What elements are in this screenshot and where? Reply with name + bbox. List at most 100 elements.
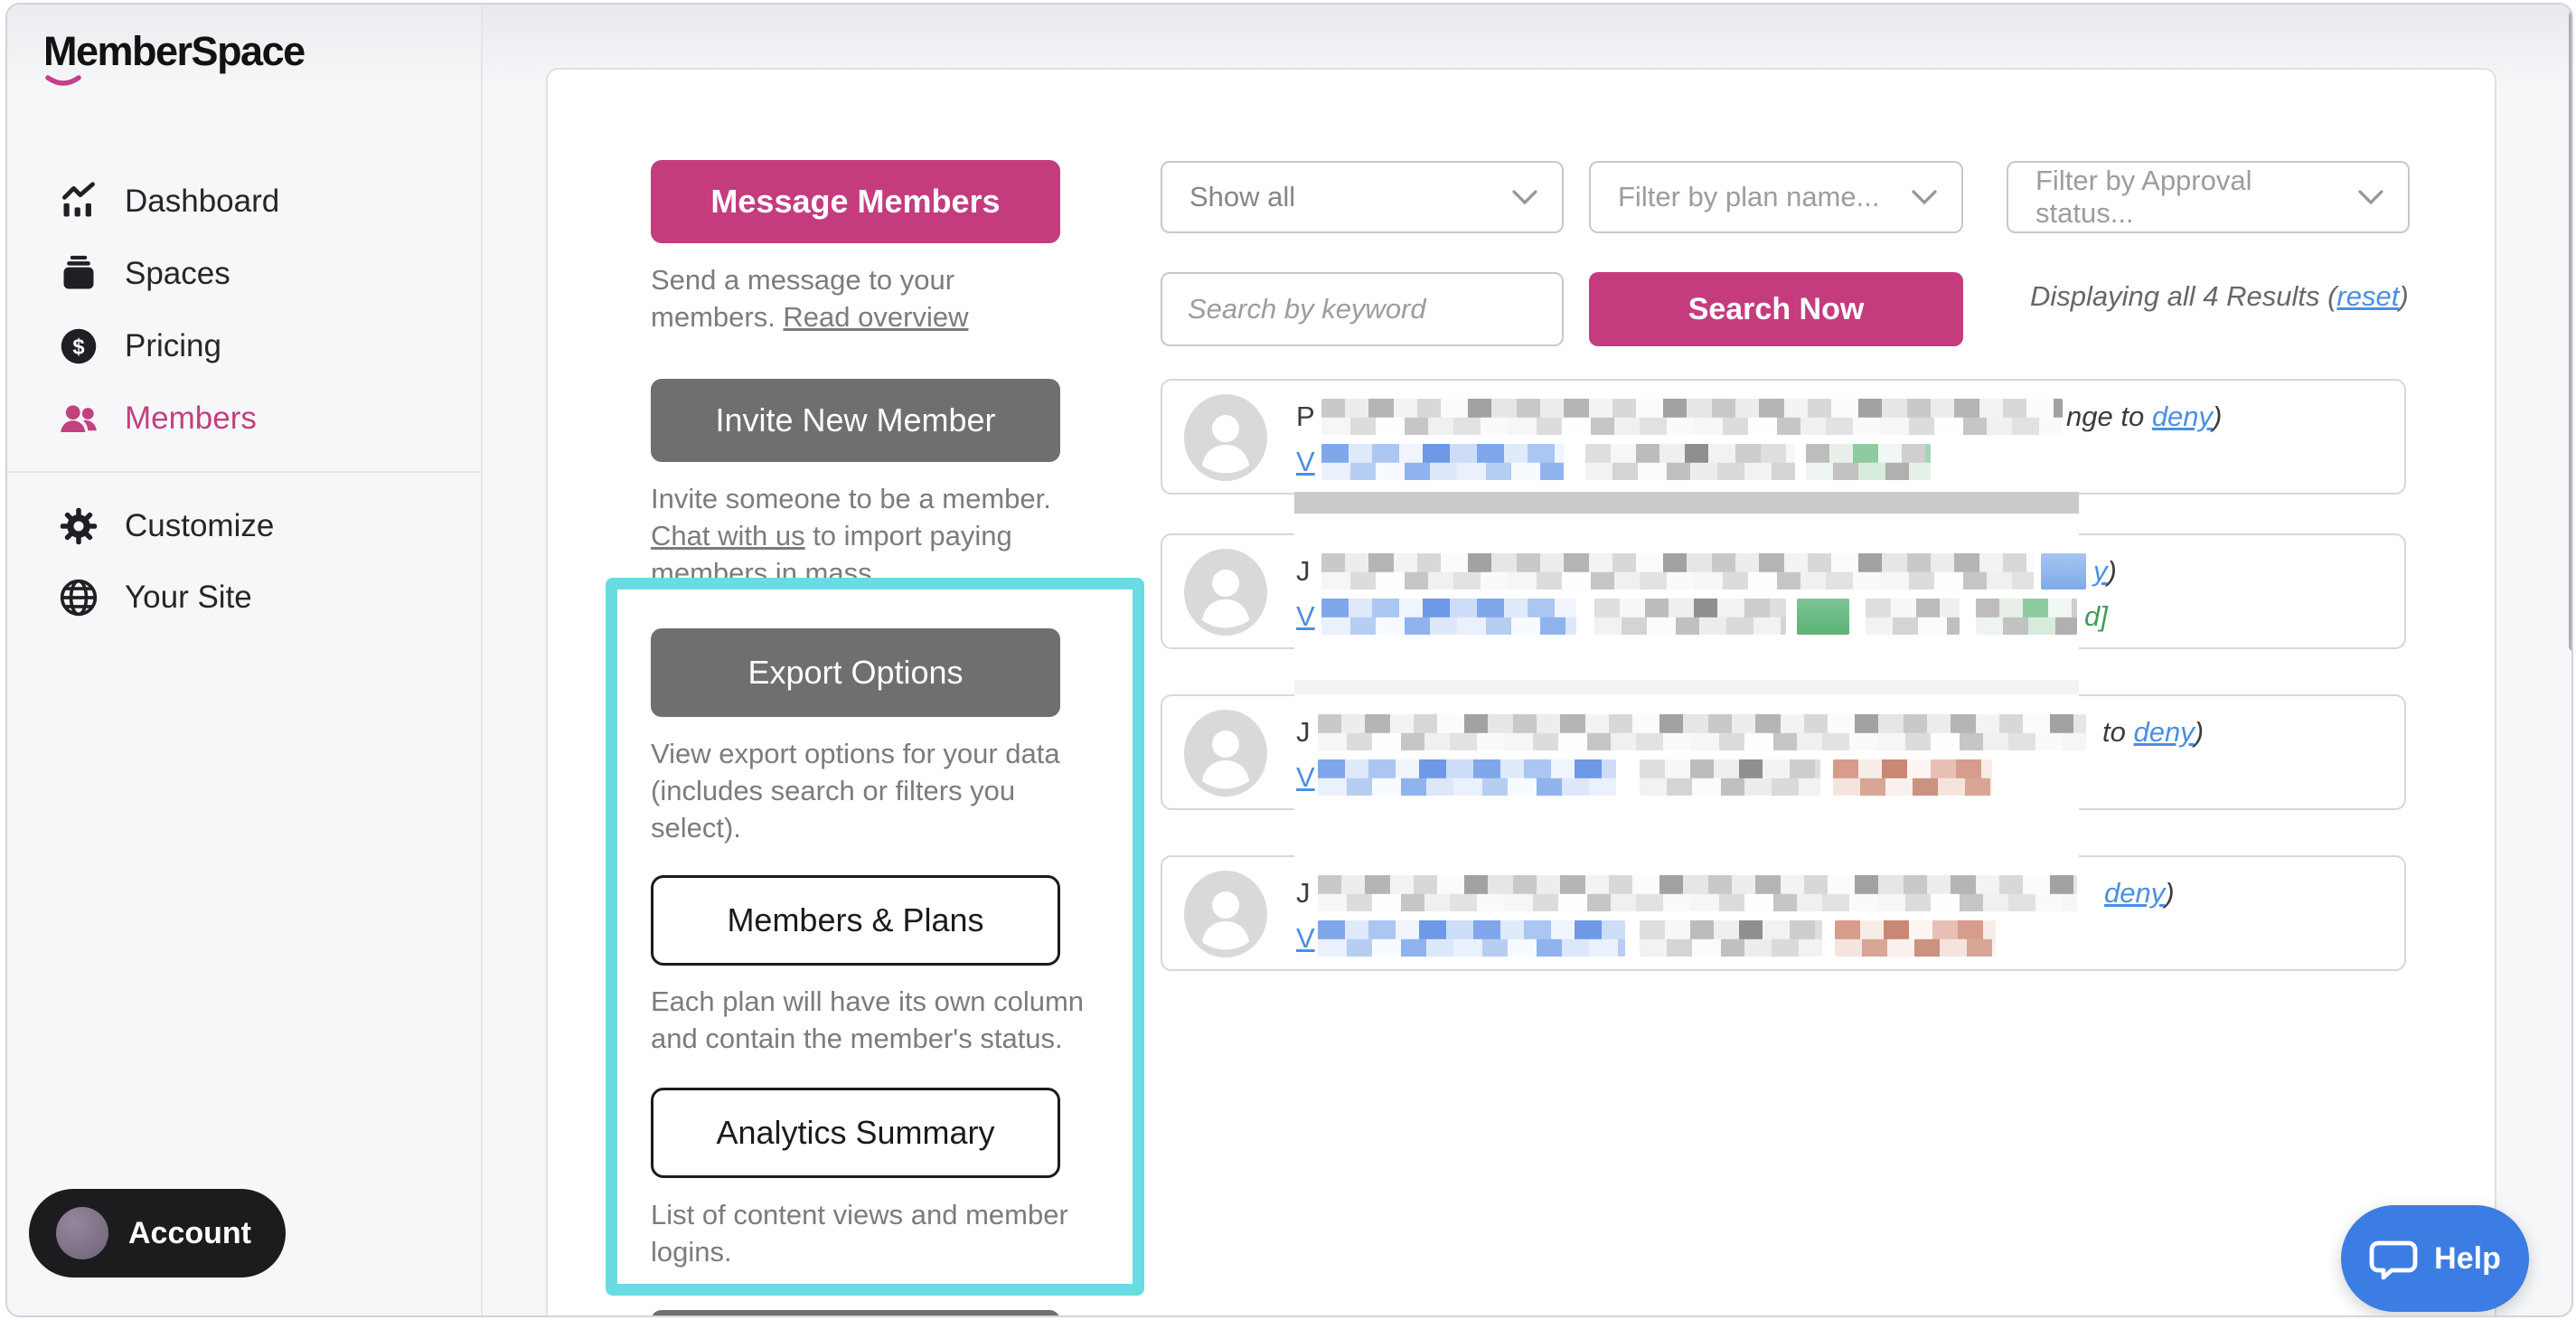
plan-filter-placeholder: Filter by plan name... bbox=[1618, 181, 1880, 212]
members-plans-caption: Each plan will have its own column and c… bbox=[651, 983, 1121, 1057]
sidebar-item-label: Your Site bbox=[125, 580, 252, 615]
deny-link[interactable]: deny bbox=[2133, 716, 2195, 748]
pricing-icon: $ bbox=[58, 325, 99, 367]
caption-line: members. bbox=[651, 301, 784, 333]
member-line-2: V d] bbox=[1162, 597, 2404, 636]
approval-note: deny) bbox=[2104, 873, 2175, 913]
caption-line: Each plan will have its own column bbox=[651, 985, 1085, 1017]
deny-link[interactable]: y bbox=[2093, 555, 2108, 587]
member-line-1: J to deny) bbox=[1162, 712, 2404, 752]
logo: MemberSpace bbox=[43, 28, 306, 74]
sidebar-item-your-site[interactable]: Your Site bbox=[58, 569, 252, 627]
logo-smile-icon bbox=[45, 75, 81, 86]
plan-filter-dropdown[interactable]: Filter by plan name... bbox=[1589, 161, 1963, 233]
redaction-overlay bbox=[1294, 490, 2079, 859]
results-text: ) bbox=[2399, 280, 2409, 312]
redacted-text bbox=[1318, 920, 1625, 957]
note-text: ) bbox=[2194, 716, 2205, 748]
member-link-initial[interactable]: V bbox=[1296, 761, 1315, 793]
redacted-text bbox=[1866, 599, 1960, 635]
caption-line: List of content views and member bbox=[651, 1199, 1068, 1230]
sidebar-item-pricing[interactable]: $ Pricing bbox=[58, 317, 221, 375]
sidebar-item-customize[interactable]: Customize bbox=[58, 497, 274, 555]
sidebar-item-label: Customize bbox=[125, 508, 275, 543]
show-all-dropdown[interactable]: Show all bbox=[1161, 161, 1564, 233]
approval-filter-placeholder: Filter by Approval status... bbox=[2035, 165, 2252, 229]
sidebar: MemberSpace Dashboard Spaces bbox=[7, 5, 483, 1315]
member-initial: J bbox=[1296, 716, 1311, 748]
chevron-down-icon bbox=[1912, 190, 1937, 205]
reset-link[interactable]: reset bbox=[2336, 280, 2400, 312]
member-line-2: V bbox=[1162, 919, 2404, 958]
redaction-bar bbox=[1294, 680, 2079, 694]
approval-filter-dropdown[interactable]: Filter by Approval status... bbox=[2007, 161, 2410, 233]
analytics-summary-button[interactable]: Analytics Summary bbox=[651, 1088, 1060, 1178]
invite-new-member-label: Invite New Member bbox=[715, 401, 996, 438]
member-row: P nge to deny) V bbox=[1161, 379, 2406, 495]
redacted-text bbox=[2041, 553, 2086, 589]
note-text: nge to bbox=[2066, 401, 2152, 432]
member-initial: J bbox=[1296, 555, 1311, 587]
sidebar-item-dashboard[interactable]: Dashboard bbox=[58, 173, 279, 231]
note-text: ) bbox=[2107, 555, 2117, 587]
members-icon bbox=[58, 398, 99, 439]
caption-line: logins. bbox=[651, 1236, 732, 1268]
sidebar-item-spaces[interactable]: Spaces bbox=[58, 245, 230, 303]
member-initial: J bbox=[1296, 877, 1311, 909]
note-text: ) bbox=[2213, 401, 2223, 432]
sidebar-item-members[interactable]: Members bbox=[58, 390, 257, 448]
app-window: MemberSpace Dashboard Spaces bbox=[5, 3, 2573, 1317]
dashboard-icon bbox=[58, 181, 99, 222]
account-button[interactable]: Account bbox=[29, 1189, 286, 1278]
export-options-label: Export Options bbox=[747, 654, 964, 691]
member-link-initial[interactable]: V bbox=[1296, 600, 1315, 632]
avatar-placeholder-icon bbox=[1184, 871, 1267, 957]
export-options-button[interactable]: Export Options bbox=[651, 628, 1060, 717]
search-now-label: Search Now bbox=[1688, 291, 1865, 326]
caption-line: View export options for your data bbox=[651, 738, 1060, 769]
caption-line: (includes search or filters you bbox=[651, 775, 1016, 806]
member-line-1: J y) bbox=[1162, 552, 2404, 591]
redacted-text bbox=[1806, 444, 1931, 480]
sidebar-item-label: Pricing bbox=[125, 328, 221, 363]
member-line-1: P nge to deny) bbox=[1162, 397, 2404, 437]
read-overview-link[interactable]: Read overview bbox=[783, 301, 969, 333]
chat-with-us-link[interactable]: Chat with us bbox=[651, 520, 805, 552]
message-members-button[interactable]: Message Members bbox=[651, 160, 1060, 243]
analytics-summary-label: Analytics Summary bbox=[716, 1114, 995, 1151]
approval-note: y) bbox=[2093, 552, 2117, 591]
scrollbar-thumb[interactable] bbox=[2569, 10, 2571, 652]
sidebar-item-label: Spaces bbox=[125, 256, 230, 291]
invite-caption: Invite someone to be a member. Chat with… bbox=[651, 480, 1121, 591]
help-label: Help bbox=[2434, 1240, 2501, 1276]
search-input[interactable] bbox=[1161, 272, 1564, 346]
globe-icon bbox=[58, 577, 99, 618]
analytics-caption: List of content views and member logins. bbox=[651, 1196, 1121, 1270]
deny-link[interactable]: deny bbox=[2151, 401, 2214, 432]
redacted-text bbox=[1318, 875, 2077, 911]
chat-bubble-icon bbox=[2369, 1240, 2418, 1280]
help-button[interactable]: Help bbox=[2341, 1205, 2529, 1312]
members-plans-label: Members & Plans bbox=[727, 901, 984, 938]
members-plans-button[interactable]: Members & Plans bbox=[651, 875, 1060, 966]
sidebar-item-label: Dashboard bbox=[125, 184, 280, 219]
redacted-text bbox=[1594, 599, 1786, 635]
sidebar-divider bbox=[7, 471, 481, 473]
redacted-text bbox=[1318, 714, 2086, 750]
chevron-down-icon bbox=[2358, 190, 2383, 205]
member-link-initial[interactable]: V bbox=[1296, 922, 1315, 954]
svg-text:$: $ bbox=[72, 335, 84, 359]
redacted-text bbox=[1835, 920, 1996, 957]
redacted-text bbox=[1321, 444, 1564, 480]
cutoff-button[interactable] bbox=[651, 1310, 1060, 1315]
member-link-initial[interactable]: V bbox=[1296, 446, 1315, 477]
invite-new-member-button[interactable]: Invite New Member bbox=[651, 379, 1060, 462]
avatar-placeholder-icon bbox=[1184, 394, 1267, 481]
gear-icon bbox=[58, 505, 99, 547]
avatar bbox=[56, 1207, 108, 1259]
deny-link[interactable]: deny bbox=[2104, 877, 2166, 909]
account-label: Account bbox=[128, 1215, 251, 1250]
note-text: to bbox=[2102, 716, 2134, 748]
results-text: Displaying all 4 Results ( bbox=[2030, 280, 2337, 312]
search-now-button[interactable]: Search Now bbox=[1589, 272, 1963, 346]
